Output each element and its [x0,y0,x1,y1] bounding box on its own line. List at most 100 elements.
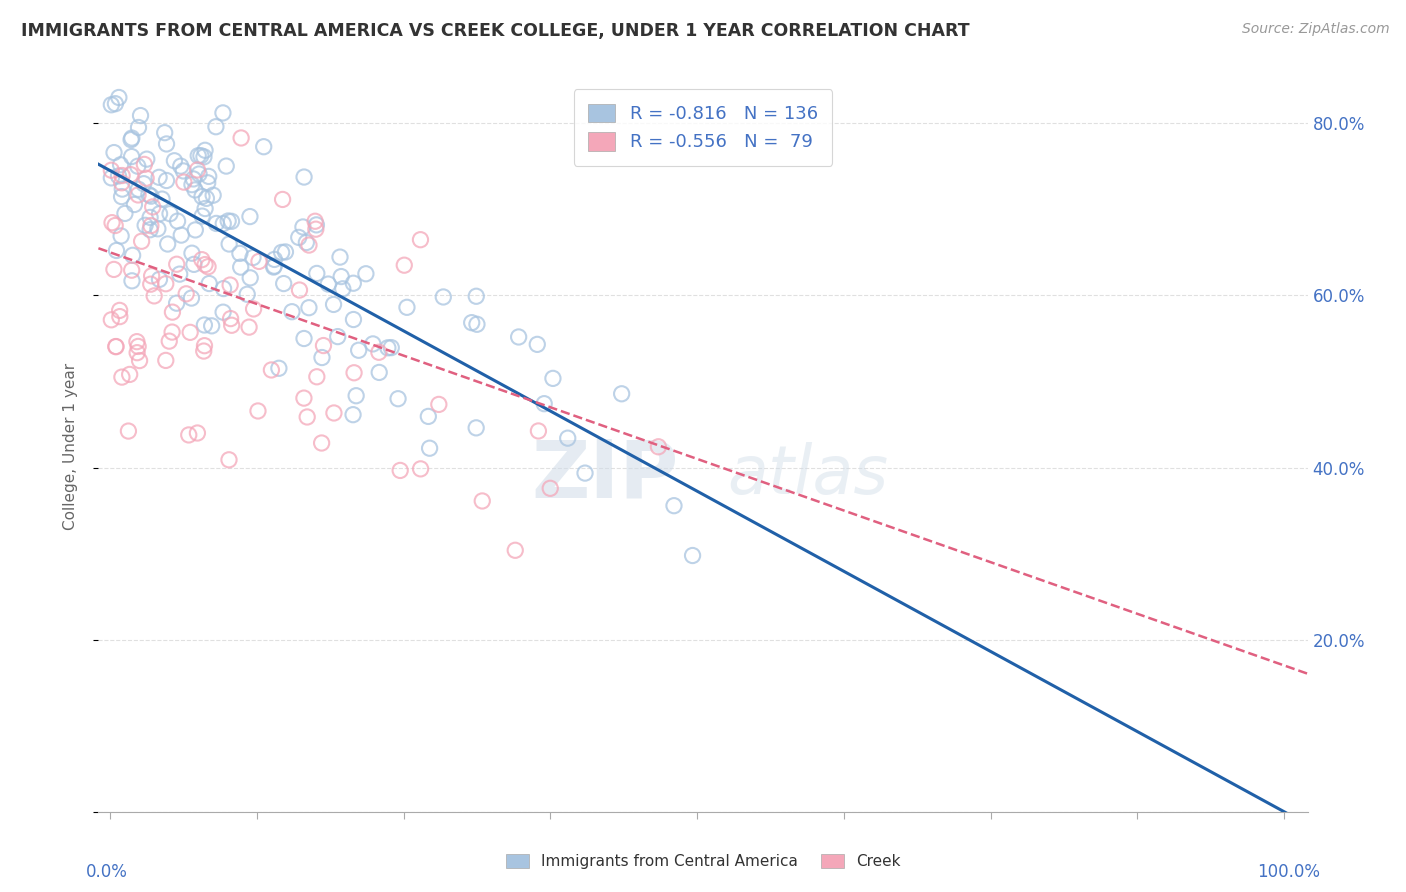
Point [229,131,252,145]
Point [193,318,215,332]
Point [166,214,188,228]
Point [326,329,349,343]
Point [129,109,152,123]
Point [193,344,215,359]
Point [148,170,170,185]
Point [127,188,149,202]
Point [179,326,201,340]
Point [127,159,149,173]
Point [146,222,169,236]
Point [239,270,262,285]
Point [471,494,494,508]
Point [305,218,328,232]
Point [111,182,134,196]
Y-axis label: College, Under 1 year: College, Under 1 year [63,362,77,530]
Point [197,176,219,190]
Point [139,223,162,237]
Point [100,170,122,185]
Point [111,169,134,183]
Point [419,441,441,455]
Point [184,183,207,197]
Point [387,392,409,406]
Point [153,126,176,140]
Point [135,171,157,186]
Point [104,96,127,111]
Point [503,543,526,558]
Point [104,339,127,353]
Point [354,267,377,281]
Point [193,150,215,164]
Point [128,353,150,368]
Point [181,178,204,192]
Point [329,250,352,264]
Point [287,230,309,244]
Point [267,361,290,376]
Point [526,337,548,351]
Point [170,159,193,173]
Point [100,163,122,178]
Point [292,391,315,405]
Point [150,192,173,206]
Point [198,277,221,291]
Point [104,219,127,233]
Point [121,274,143,288]
Text: IMMIGRANTS FROM CENTRAL AMERICA VS CREEK COLLEGE, UNDER 1 YEAR CORRELATION CHART: IMMIGRANTS FROM CENTRAL AMERICA VS CREEK… [21,22,970,40]
Point [330,269,353,284]
Point [343,366,366,380]
Point [174,286,197,301]
Point [139,211,162,225]
Text: 0.0%: 0.0% [86,863,128,881]
Point [132,177,155,191]
Point [100,313,122,327]
Point [110,158,132,172]
Point [538,481,561,495]
Point [311,351,333,365]
Text: 100.0%: 100.0% [1257,863,1320,881]
Point [270,245,292,260]
Point [148,207,170,221]
Point [186,425,208,440]
Point [427,397,450,411]
Point [465,289,488,303]
Point [292,169,315,184]
Point [181,246,204,260]
Point [323,406,346,420]
Point [361,337,384,351]
Point [322,297,344,311]
Point [197,260,219,274]
Point [221,318,243,333]
Point [316,277,339,291]
Point [128,120,150,135]
Point [187,149,209,163]
Point [131,234,153,248]
Point [229,246,252,260]
Point [186,163,208,178]
Point [170,228,193,243]
Point [155,277,177,291]
Point [221,214,243,228]
Point [157,334,180,348]
Point [107,169,129,183]
Point [557,431,579,445]
Point [344,389,367,403]
Point [219,278,242,293]
Point [110,229,132,244]
Point [527,424,550,438]
Point [610,386,633,401]
Point [239,210,262,224]
Point [194,258,217,272]
Point [541,371,564,385]
Point [139,277,162,292]
Point [134,219,156,233]
Point [155,173,177,187]
Point [342,312,364,326]
Point [114,206,136,220]
Point [304,214,326,228]
Point [205,216,228,230]
Point [121,150,143,164]
Point [395,301,418,315]
Point [432,290,454,304]
Point [121,248,143,262]
Text: atlas: atlas [727,442,889,508]
Point [180,291,202,305]
